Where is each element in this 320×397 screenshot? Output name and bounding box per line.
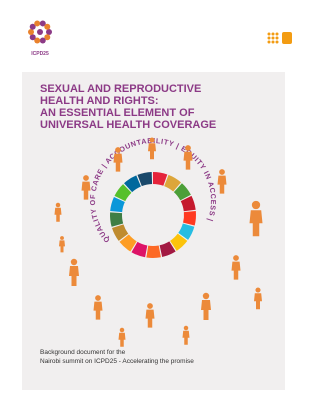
person-head	[120, 328, 124, 332]
person-head	[233, 255, 239, 261]
logo-dot	[272, 41, 275, 44]
person-head	[60, 236, 64, 240]
person-head	[147, 303, 153, 309]
logo-dot	[268, 37, 271, 40]
logo-dot	[34, 20, 40, 26]
title-line: UNIVERSAL HEALTH COVERAGE	[40, 119, 216, 131]
person-head	[184, 326, 188, 330]
person-head	[252, 201, 260, 209]
person-head	[83, 175, 89, 181]
person-head	[95, 295, 101, 301]
person-head	[185, 145, 191, 151]
person-head	[149, 137, 154, 142]
title-line: SEXUAL AND REPRODUCTIVE	[40, 83, 201, 95]
logo-dot	[276, 37, 279, 40]
person-head	[56, 203, 60, 207]
title-line: AN ESSENTIAL ELEMENT OF	[40, 107, 195, 119]
person-head	[203, 293, 209, 299]
logo-dot	[272, 33, 275, 36]
person-head	[255, 287, 260, 292]
logo-dot	[268, 41, 271, 44]
cover: ICPD25 SEXUAL AND REPRODUCTIVE HEALTH AN…	[0, 0, 307, 397]
title-line: HEALTH AND RIGHTS:	[40, 95, 159, 107]
logo-mark	[282, 32, 292, 44]
footer-line: Nairobi summit on ICPD25 - Accelerating …	[40, 358, 194, 365]
person-head	[115, 147, 121, 153]
person-head	[219, 169, 225, 175]
person-head	[71, 259, 77, 265]
logo-dot	[44, 24, 50, 30]
logo-dot	[28, 29, 34, 35]
logo-dot	[46, 29, 52, 35]
logo-dot	[37, 29, 43, 35]
logo-dot	[276, 33, 279, 36]
logo-text: ICPD25	[31, 51, 49, 57]
logo-dot	[276, 41, 279, 44]
wheel-segment	[146, 245, 161, 258]
logo-dot	[272, 37, 275, 40]
logo-dot	[30, 34, 36, 40]
logo-dot	[40, 38, 46, 44]
footer-line: Background document for the	[40, 349, 126, 356]
logo-dot	[268, 33, 271, 36]
